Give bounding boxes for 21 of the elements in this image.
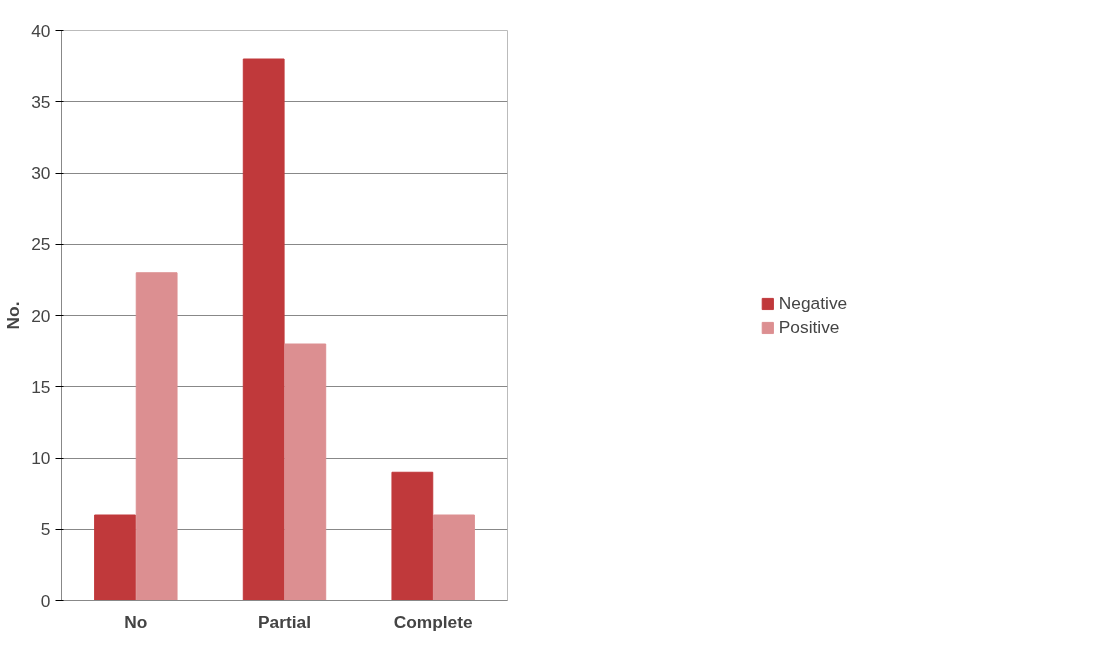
bar — [433, 514, 475, 601]
y-tick-label: 20 — [31, 305, 51, 326]
y-tick-label: 35 — [31, 91, 51, 112]
x-tick-label: Partial — [258, 611, 311, 632]
bar — [94, 514, 136, 601]
bar — [242, 58, 285, 601]
y-axis-title: No. — [3, 301, 24, 330]
y-tick-label: 5 — [40, 519, 51, 540]
bar — [135, 272, 178, 601]
x-tick-label: Complete — [393, 611, 473, 632]
bar — [284, 343, 327, 601]
bar — [391, 471, 434, 601]
y-tick-label: 30 — [31, 163, 51, 183]
legend-label: Positive — [778, 316, 840, 338]
y-tick-label: 40 — [31, 20, 51, 41]
y-tick-label: 15 — [31, 376, 51, 397]
legend-label: Negative — [778, 292, 848, 314]
y-tick-label: 10 — [31, 448, 51, 468]
x-tick-label: No — [124, 611, 148, 632]
y-tick-label: 25 — [31, 234, 51, 255]
y-tick-label: 0 — [40, 590, 51, 611]
